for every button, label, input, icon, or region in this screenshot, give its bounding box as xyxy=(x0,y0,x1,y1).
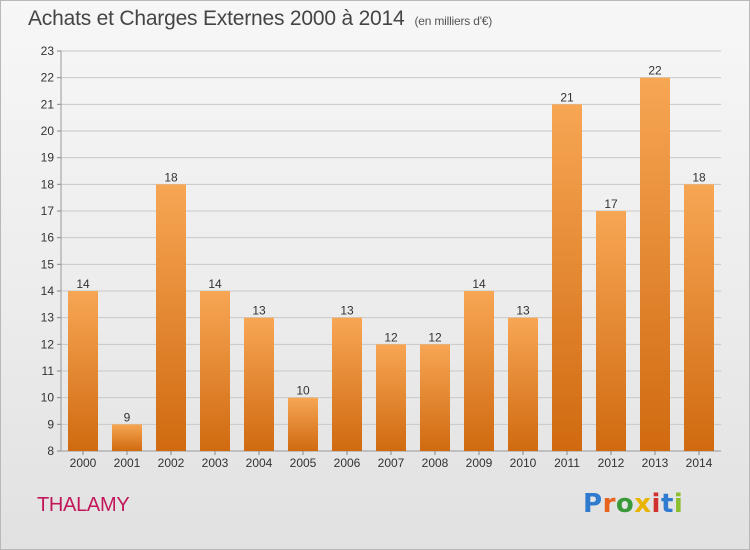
x-tick-label: 2010 xyxy=(510,456,537,470)
logo-letter: x xyxy=(634,489,652,519)
data-label: 18 xyxy=(692,170,706,184)
x-tick-label: 2007 xyxy=(378,456,405,470)
data-label: 14 xyxy=(472,277,486,291)
logo-letter: i xyxy=(651,489,661,519)
logo-letter: t xyxy=(660,489,674,519)
y-tick-labels: 8 9 10 11 12 13 14 15 16 17 18 19 20 21 22 23 xyxy=(41,44,55,458)
y-tick-label: 17 xyxy=(41,204,55,218)
bar xyxy=(244,317,274,451)
bar xyxy=(332,317,362,451)
data-labels: 14 9 18 14 13 10 13 12 12 14 13 21 17 22 18 xyxy=(76,64,706,425)
data-label: 12 xyxy=(384,330,398,344)
logo-letter: i xyxy=(673,489,684,519)
bar xyxy=(596,211,626,451)
y-tick-label: 15 xyxy=(41,257,55,271)
bar xyxy=(640,77,670,452)
y-tick-label: 21 xyxy=(41,97,55,111)
bar xyxy=(200,291,230,451)
chart-title-text: Achats et Charges Externes 2000 à 2014 xyxy=(28,7,405,30)
bar xyxy=(68,291,98,451)
bar xyxy=(112,424,142,451)
data-label: 9 xyxy=(124,410,131,424)
logo-letter: r xyxy=(602,489,616,519)
x-tick-label: 2005 xyxy=(290,456,317,470)
bar xyxy=(376,344,406,451)
data-label: 22 xyxy=(648,64,662,78)
bar xyxy=(508,317,538,451)
y-tick-label: 18 xyxy=(41,177,55,191)
x-tick-label: 2003 xyxy=(202,456,229,470)
data-label: 12 xyxy=(428,330,442,344)
y-tick-label: 19 xyxy=(41,151,55,165)
x-tick-label: 2014 xyxy=(686,456,713,470)
data-label: 13 xyxy=(340,304,354,318)
bar xyxy=(684,184,714,452)
y-tick-label: 11 xyxy=(42,364,55,378)
data-label: 10 xyxy=(296,384,310,398)
x-tick-label: 2013 xyxy=(642,456,669,470)
y-tick-label: 16 xyxy=(41,231,55,245)
data-label: 13 xyxy=(516,304,530,318)
data-label: 17 xyxy=(604,197,618,211)
y-tick-label: 8 xyxy=(47,444,54,458)
commune-name: THALAMY xyxy=(37,494,130,516)
x-tick-label: 2004 xyxy=(246,456,273,470)
data-label: 13 xyxy=(252,304,266,318)
bar xyxy=(552,104,582,451)
y-tick-label: 20 xyxy=(41,124,55,138)
y-tick-label: 12 xyxy=(41,337,55,351)
y-tick-label: 10 xyxy=(41,391,55,405)
bar xyxy=(420,344,450,451)
logo-letter: o xyxy=(615,489,635,519)
x-tick-label: 2002 xyxy=(158,456,185,470)
x-tick-label: 2006 xyxy=(334,456,361,470)
x-tick-label: 2001 xyxy=(114,456,141,470)
logo-letter: P xyxy=(583,489,603,519)
x-tick-label: 2011 xyxy=(554,456,580,470)
chart-title: Achats et Charges Externes 2000 à 2014 (e… xyxy=(28,7,492,31)
bar xyxy=(288,397,318,451)
x-tick-label: 2012 xyxy=(598,456,625,470)
proxiti-logo[interactable]: Proxiti xyxy=(583,489,683,519)
y-tick-label: 9 xyxy=(47,417,54,431)
x-tick-label: 2008 xyxy=(422,456,449,470)
bars xyxy=(68,77,714,452)
y-tick-label: 23 xyxy=(41,44,55,58)
bar xyxy=(464,291,494,451)
x-tick-label: 2009 xyxy=(466,456,493,470)
x-tick-label: 2000 xyxy=(70,456,97,470)
chart-unit-label: (en milliers d'€) xyxy=(414,14,493,28)
data-label: 14 xyxy=(208,277,222,291)
y-tick-label: 14 xyxy=(41,284,55,298)
data-label: 14 xyxy=(76,277,90,291)
data-label: 21 xyxy=(560,90,574,104)
y-tick-label: 22 xyxy=(41,71,55,85)
bar xyxy=(156,184,186,452)
y-tick-label: 13 xyxy=(41,311,55,325)
x-tick-labels: 2000 2001 2002 2003 2004 2005 2006 2007 2008 2009… xyxy=(70,456,713,470)
data-label: 18 xyxy=(164,170,178,184)
